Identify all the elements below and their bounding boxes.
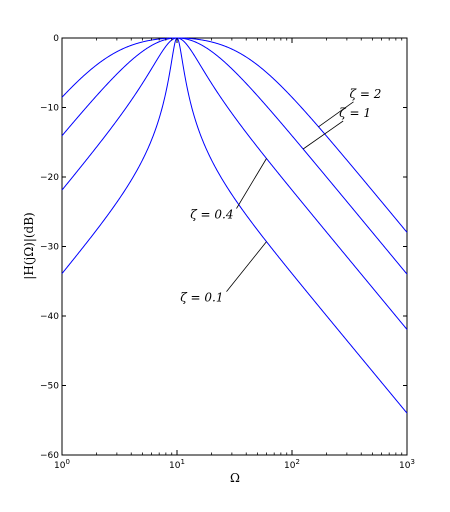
y-tick-label: −20 (40, 173, 59, 183)
annotation-leader-line (236, 158, 267, 209)
y-tick-label: −60 (40, 451, 59, 461)
annotation-leader-line (226, 241, 267, 292)
x-tick-label: 101 (169, 458, 185, 471)
x-axis-label: Ω (230, 471, 240, 485)
annotation-layer: ζ = 2 ζ = 1 ζ = 0.4 ζ = 0.1 (180, 87, 381, 305)
series-line-zeta-2 (61, 37, 408, 233)
x-tick-label: 103 (399, 458, 415, 471)
y-tick-label: −30 (40, 243, 59, 253)
annotation-label: ζ = 0.1 (180, 291, 223, 305)
plot-area (61, 37, 408, 456)
annotation-leader-line (318, 101, 354, 128)
series-layer (61, 37, 408, 414)
y-tick-label: −10 (40, 104, 59, 114)
series-line-zeta-1 (61, 37, 408, 275)
y-axis-label: |H(jΩ)|(dB) (22, 212, 36, 279)
annotation-label: ζ = 2 (350, 87, 382, 101)
annotation-leader-line (302, 120, 344, 150)
series-line-zeta-0_4 (61, 37, 408, 330)
x-tick-label: 100 (54, 458, 70, 471)
series-line-zeta-0_1 (61, 37, 408, 414)
plot-frame (61, 37, 408, 456)
y-tick-label: 0 (53, 34, 59, 44)
y-tick-label: −50 (40, 382, 59, 392)
annotation-label: ζ = 0.4 (190, 207, 233, 221)
annotation-label: ζ = 1 (339, 106, 371, 120)
y-tick-label: −40 (40, 312, 59, 322)
x-tick-label: 102 (284, 458, 300, 471)
